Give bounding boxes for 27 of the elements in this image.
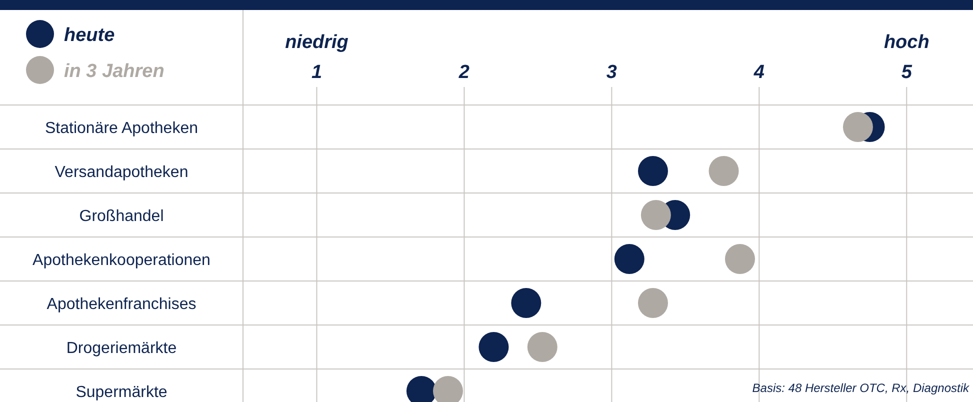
point (708, 156, 739, 186)
point (527, 332, 558, 362)
legend-label: in 3 Jahren (64, 61, 164, 82)
legend-label: heute (64, 25, 116, 46)
y-tick-label: Großhandel (79, 208, 164, 225)
point (638, 156, 668, 186)
point (724, 244, 755, 274)
y-tick-label: Drogeriemärkte (66, 340, 177, 357)
x-tick-label: 4 (752, 62, 765, 83)
text: niedrig (285, 32, 349, 53)
y-tick-label: Supermärkte (76, 384, 168, 401)
point (511, 288, 542, 318)
point (842, 112, 873, 142)
x-tick-label: 2 (458, 62, 470, 83)
x-tick-label: 1 (311, 62, 322, 83)
point (638, 288, 668, 318)
y-tick-label: Apothekenfranchises (46, 296, 196, 313)
y-tick-label: Stationäre Apotheken (44, 120, 198, 137)
point (614, 244, 644, 274)
point (478, 332, 509, 362)
x-tick-label: 5 (901, 62, 912, 83)
x-tick-label: 3 (606, 62, 618, 83)
y-tick-label: Apothekenkooperationen (32, 252, 210, 269)
y-tick-label: Versandapotheken (54, 164, 188, 181)
annotation: Basis: 48 Hersteller OTC, Rx, Diagnostik (752, 381, 970, 395)
point (640, 200, 671, 230)
text: hoch (884, 32, 930, 53)
